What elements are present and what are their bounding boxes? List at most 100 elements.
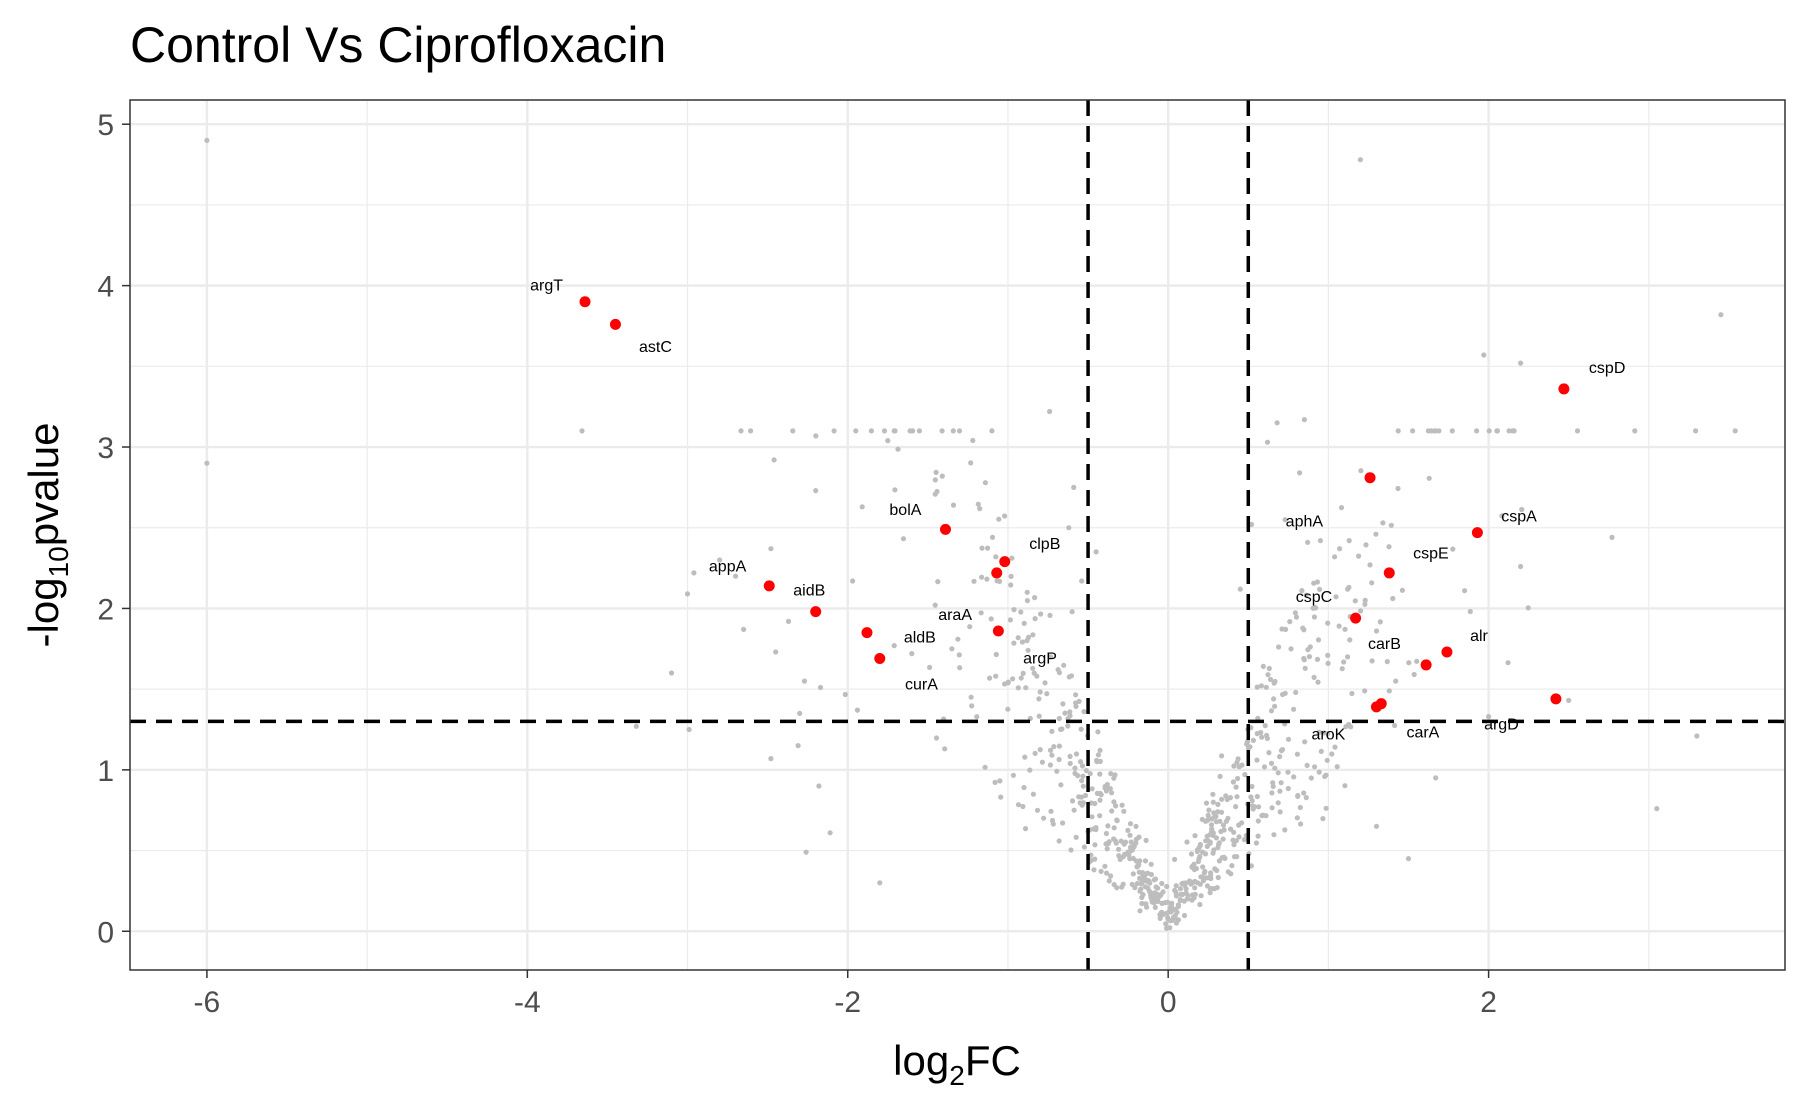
background-point — [1337, 546, 1343, 552]
background-point — [1214, 867, 1220, 874]
background-point — [1342, 626, 1348, 632]
background-point — [741, 626, 747, 633]
background-point — [1255, 833, 1261, 839]
background-point — [1221, 854, 1227, 860]
background-point — [1282, 517, 1288, 523]
background-point — [1093, 549, 1099, 555]
background-point — [1132, 885, 1138, 891]
background-point — [1159, 880, 1165, 887]
background-point — [1349, 690, 1355, 697]
background-point — [1104, 846, 1110, 852]
background-point — [907, 428, 913, 434]
y-axis-title-subscript: 10 — [43, 546, 74, 577]
background-point — [1345, 586, 1351, 592]
background-point — [1105, 823, 1111, 829]
background-point — [942, 746, 948, 752]
y-tick-label: 0 — [97, 916, 114, 949]
background-point — [1109, 790, 1115, 796]
background-point — [997, 778, 1003, 784]
sig-point-clpB_dot2 — [991, 567, 1003, 579]
background-point — [768, 756, 774, 762]
background-point — [1020, 803, 1026, 810]
background-point — [1269, 805, 1275, 811]
background-point — [1056, 743, 1062, 749]
background-point — [1005, 706, 1011, 712]
background-point — [1181, 912, 1188, 919]
background-point — [956, 652, 962, 658]
background-point — [1173, 920, 1180, 926]
background-point — [1056, 670, 1062, 676]
background-point — [1078, 794, 1085, 800]
background-point — [949, 646, 955, 652]
background-point — [1525, 605, 1531, 611]
background-point — [1312, 604, 1318, 611]
background-point — [1393, 678, 1399, 684]
background-point — [1264, 735, 1270, 742]
background-point — [1127, 832, 1133, 838]
background-point — [998, 794, 1004, 800]
background-point — [1210, 799, 1216, 805]
x-axis-title: log2FC — [893, 1037, 1021, 1091]
sig-point-aldB — [861, 627, 873, 639]
background-point — [1061, 662, 1067, 668]
background-point — [916, 428, 923, 434]
background-point — [1518, 563, 1524, 570]
background-point — [1217, 773, 1223, 780]
background-point — [1054, 768, 1060, 774]
background-point — [1126, 852, 1132, 858]
background-point — [1198, 874, 1204, 880]
background-point — [1092, 856, 1098, 862]
background-point — [1005, 680, 1011, 686]
background-point — [1362, 597, 1368, 604]
background-point — [950, 502, 957, 508]
background-point — [1098, 792, 1104, 798]
background-point — [773, 649, 779, 655]
background-point — [738, 428, 744, 434]
background-point — [1111, 882, 1117, 888]
background-point — [1121, 841, 1127, 847]
background-point — [1066, 525, 1072, 531]
background-point — [1269, 790, 1275, 796]
x-tick-label: -4 — [514, 986, 541, 1019]
background-point — [1140, 870, 1146, 876]
background-point — [1249, 783, 1255, 790]
background-point — [1081, 709, 1087, 715]
background-point — [1305, 539, 1311, 545]
background-point — [1275, 770, 1281, 776]
background-point — [1102, 783, 1108, 790]
background-point — [1073, 751, 1080, 757]
background-point — [1174, 909, 1180, 915]
y-axis: 0 1 2 3 4 5 — [97, 109, 130, 949]
background-point — [1034, 807, 1041, 813]
background-point — [1373, 531, 1379, 537]
y-axis-title-prefix: -log — [20, 577, 67, 647]
background-point — [1022, 826, 1029, 832]
gene-label-curA: curA — [905, 676, 938, 693]
background-point — [1203, 838, 1209, 844]
background-point — [1566, 697, 1572, 704]
background-point — [1036, 696, 1042, 702]
background-point — [1148, 891, 1154, 897]
background-point — [979, 545, 985, 551]
background-point — [1108, 771, 1114, 777]
background-point — [1060, 820, 1066, 826]
background-point — [1030, 632, 1036, 638]
background-point — [1151, 877, 1157, 883]
background-point — [1405, 856, 1412, 862]
background-point — [1113, 803, 1119, 809]
background-point — [1127, 821, 1134, 827]
background-point — [1345, 654, 1351, 660]
background-point — [1229, 863, 1235, 869]
background-point — [988, 616, 994, 622]
background-point — [579, 428, 585, 434]
background-point — [1049, 728, 1055, 735]
background-point — [1211, 886, 1217, 892]
background-point — [1450, 546, 1456, 552]
background-point — [1220, 822, 1227, 828]
y-tick-label: 5 — [97, 109, 114, 142]
background-point — [1227, 795, 1234, 801]
background-point — [1108, 873, 1114, 879]
background-point — [1323, 805, 1329, 811]
chart-title: Control Vs Ciprofloxacin — [130, 17, 666, 73]
